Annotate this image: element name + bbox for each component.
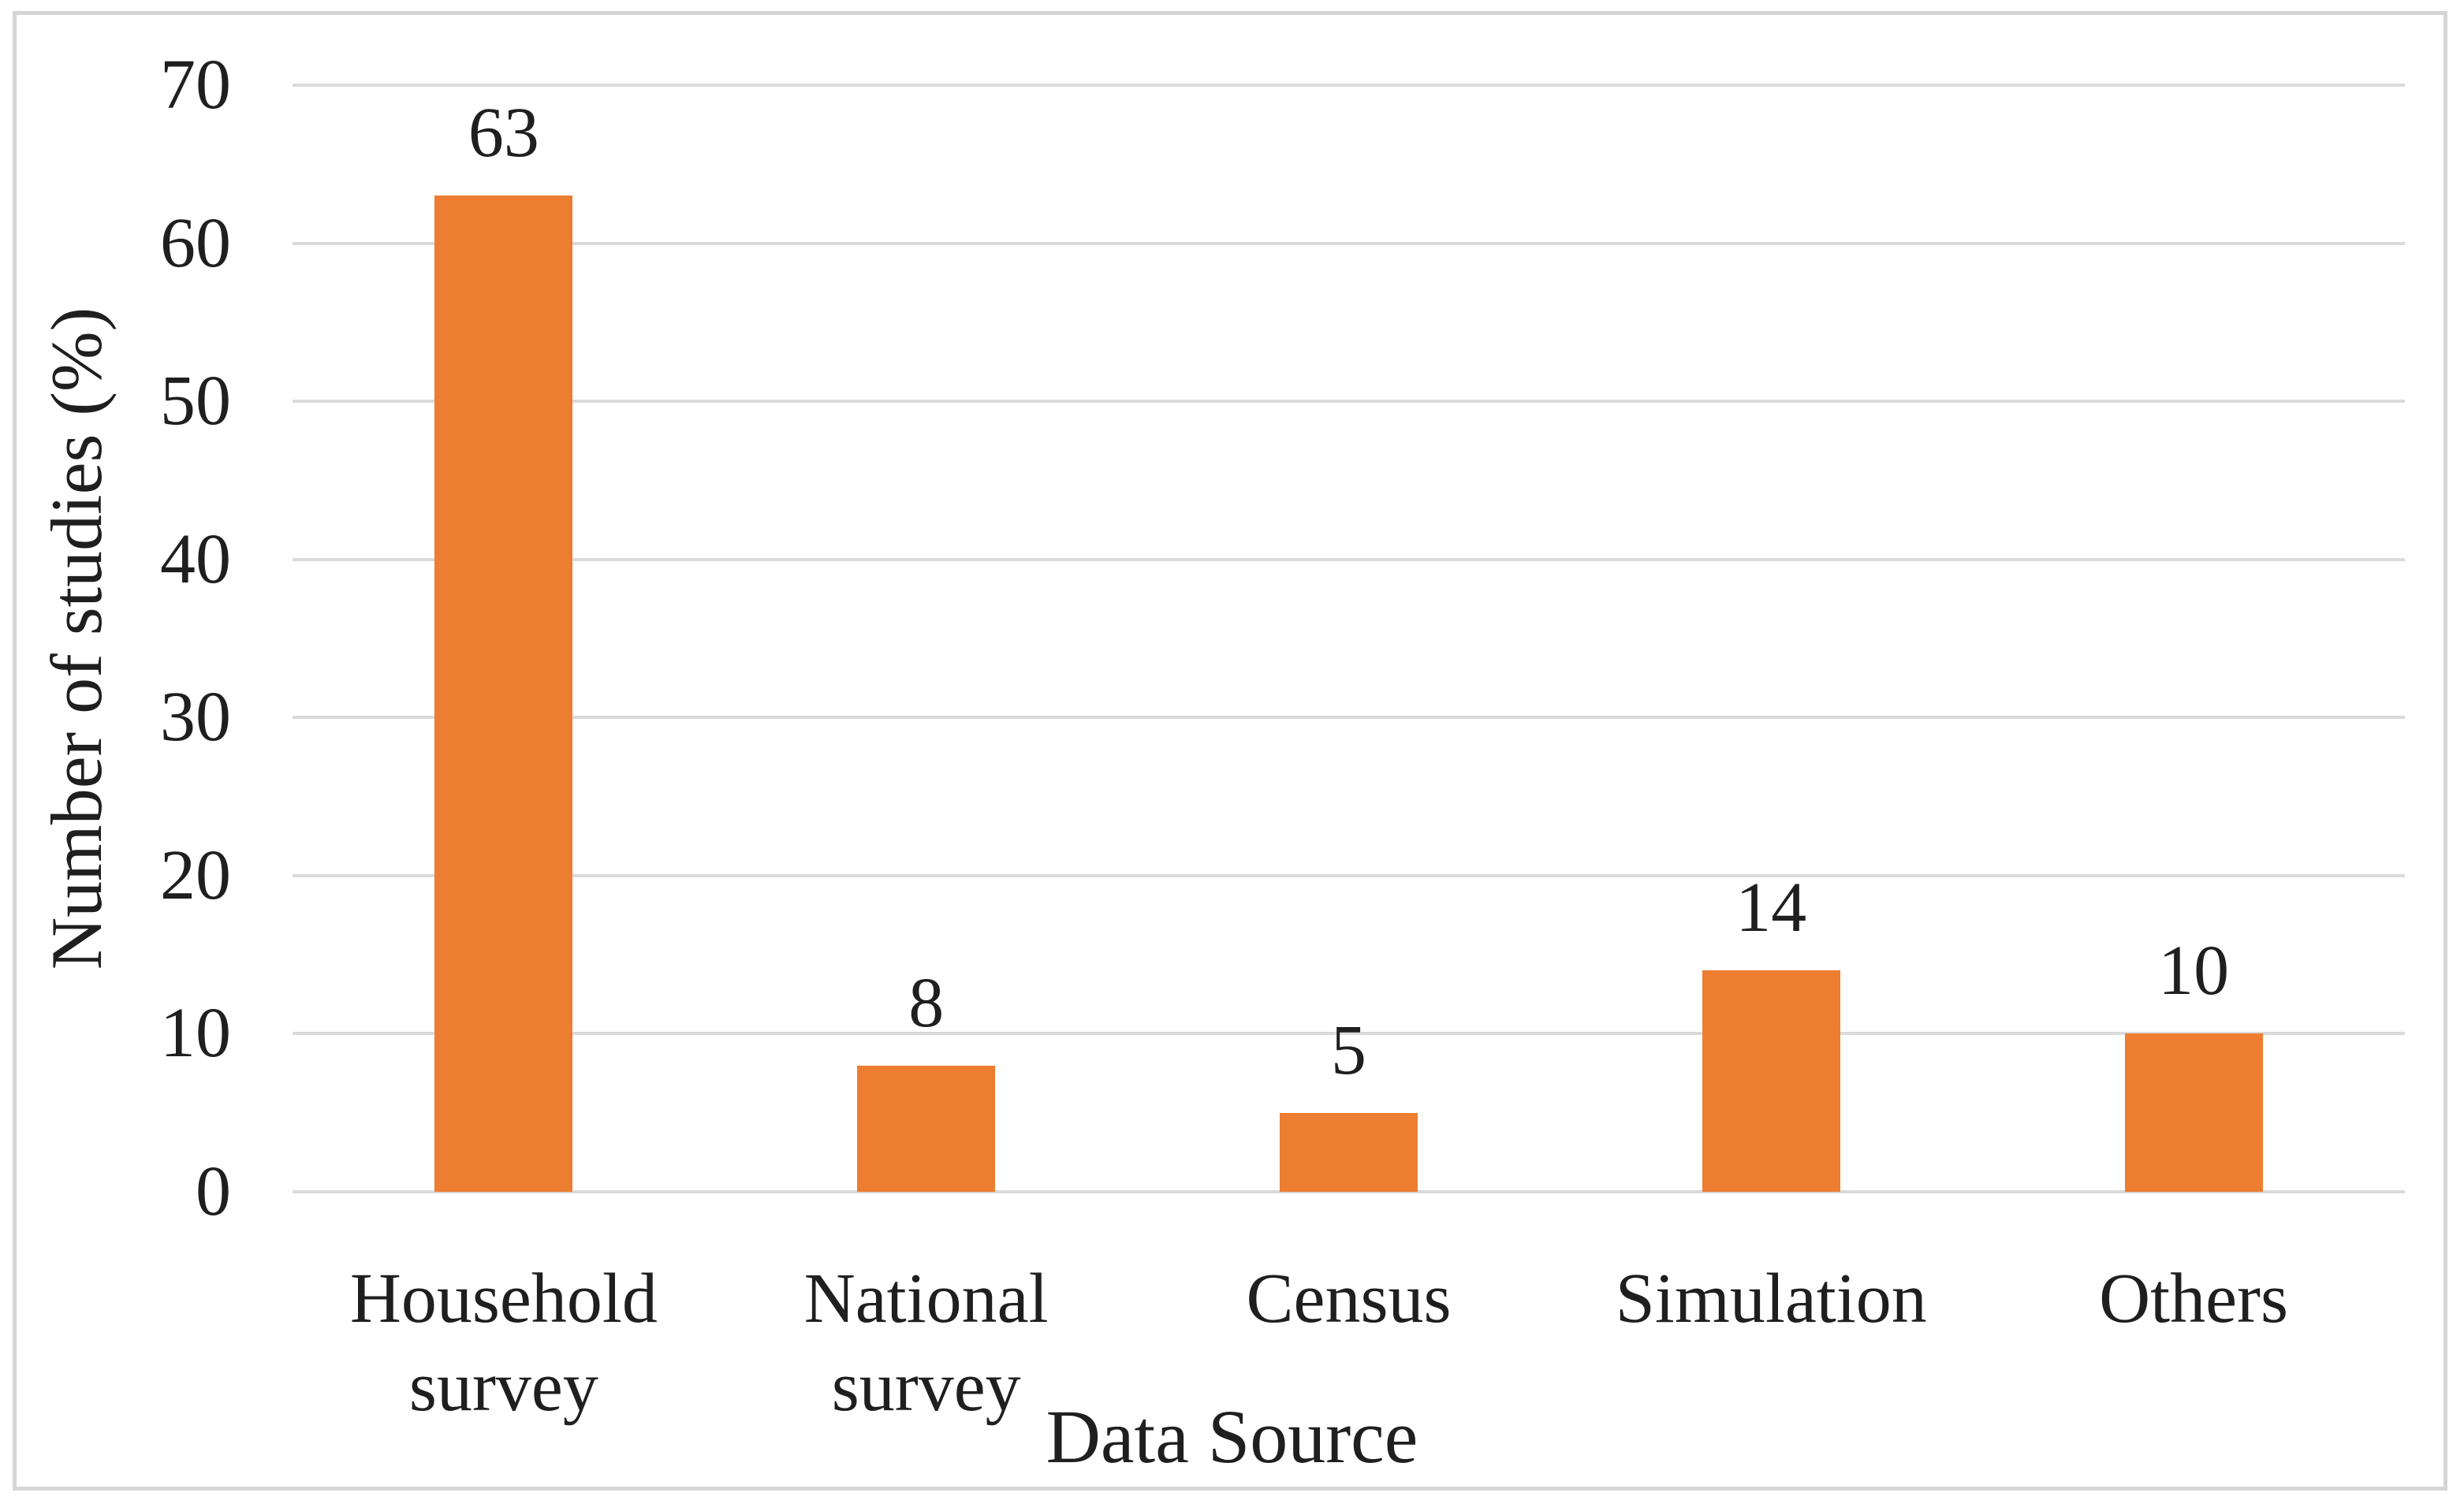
x-axis-title: Data Source xyxy=(1046,1394,1418,1479)
bar-value-label-census: 5 xyxy=(1330,1011,1366,1089)
x-category-label-others: Others xyxy=(2099,1260,2289,1338)
x-category-label-household-survey: Household survey xyxy=(349,1260,658,1426)
gridline-y-50 xyxy=(293,400,2405,404)
plot-area: 63 8 5 14 10 xyxy=(293,84,2405,1193)
gridline-y-70 xyxy=(293,84,2405,87)
y-tick-label-50: 50 xyxy=(160,362,231,441)
bar-others xyxy=(2124,1033,2263,1192)
gridline-y-40 xyxy=(293,557,2405,561)
x-category-label-census: Census xyxy=(1246,1260,1452,1338)
gridline-y-0 xyxy=(293,1190,2405,1193)
y-tick-label-20: 20 xyxy=(160,836,231,914)
gridline-y-10 xyxy=(293,1032,2405,1036)
bar-national-survey xyxy=(857,1065,996,1192)
bar-value-label-household-survey: 63 xyxy=(468,94,539,173)
y-tick-label-10: 10 xyxy=(160,994,231,1073)
gridline-y-20 xyxy=(293,873,2405,877)
y-tick-label-60: 60 xyxy=(160,203,231,282)
bar-value-label-national-survey: 8 xyxy=(908,963,945,1042)
bar-value-label-simulation: 14 xyxy=(1735,869,1807,947)
x-category-label-simulation: Simulation xyxy=(1615,1260,1927,1338)
y-tick-label-0: 0 xyxy=(196,1152,231,1230)
x-category-label-national-survey: National survey xyxy=(803,1260,1049,1426)
bar-value-label-others: 10 xyxy=(2158,932,2230,1011)
gridline-y-30 xyxy=(293,716,2405,720)
bar-census xyxy=(1280,1112,1418,1192)
gridline-y-60 xyxy=(293,241,2405,245)
bar-simulation xyxy=(1702,970,1840,1192)
y-tick-label-30: 30 xyxy=(160,678,231,757)
y-tick-label-40: 40 xyxy=(160,519,231,598)
bar-household-survey xyxy=(434,195,573,1192)
y-tick-label-70: 70 xyxy=(160,46,231,124)
